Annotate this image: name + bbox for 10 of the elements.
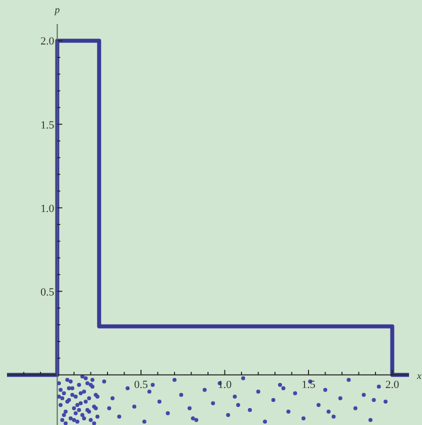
x-tick-label: 0.5: [134, 378, 148, 391]
y-axis-title: p: [54, 5, 60, 16]
x-axis-title: x: [416, 370, 422, 382]
x-tick-label: 1.5: [302, 378, 316, 391]
x-tick-label: 1.0: [218, 378, 232, 391]
x-tick-label: 2.0: [385, 378, 400, 391]
y-tick-label: 0.5: [40, 286, 55, 298]
y-tick-label: 1.5: [40, 119, 55, 132]
y-tick-label: 2.0: [40, 36, 55, 48]
y-tick-label: 1.0: [40, 202, 55, 215]
